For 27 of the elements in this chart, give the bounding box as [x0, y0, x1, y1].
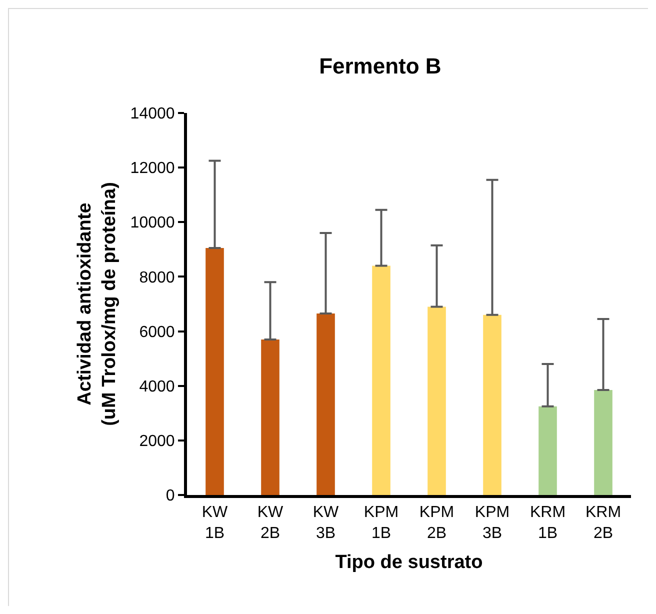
- x-axis-title: Tipo de sustrato: [335, 552, 483, 573]
- bar: [316, 314, 335, 495]
- y-tick-label: 8000: [139, 269, 175, 286]
- y-tick-label: 0: [166, 488, 175, 505]
- bar: [372, 266, 390, 495]
- x-tick-label: KW 1B: [202, 504, 229, 542]
- x-tick-label: KRM 2B: [585, 504, 622, 542]
- x-tick-label: KPM 3B: [474, 504, 510, 542]
- bar: [206, 248, 224, 495]
- x-tick-label: KW 2B: [257, 504, 284, 542]
- y-tick-label: 6000: [139, 324, 175, 341]
- bar: [594, 390, 612, 495]
- x-tick-label: KRM 1B: [530, 504, 566, 542]
- x-tick-label: KPM 2B: [419, 504, 454, 542]
- chart-title: Fermento B: [319, 54, 442, 79]
- y-tick-label: 10000: [130, 214, 175, 232]
- y-tick-label: 2000: [139, 433, 175, 450]
- x-tick-label: KPM 1B: [364, 504, 399, 542]
- y-tick-label: 14000: [130, 106, 175, 123]
- y-tick-label: 4000: [139, 378, 175, 396]
- y-tick-label: 12000: [130, 160, 175, 178]
- x-tick-label: KW 3B: [312, 504, 340, 542]
- bar: [483, 314, 502, 495]
- y-axis-title: Actividad antioxidante (uM Trolox/mg de proteína): [74, 182, 120, 426]
- bar: [261, 339, 280, 495]
- bar: [538, 406, 557, 495]
- bar: [428, 306, 446, 495]
